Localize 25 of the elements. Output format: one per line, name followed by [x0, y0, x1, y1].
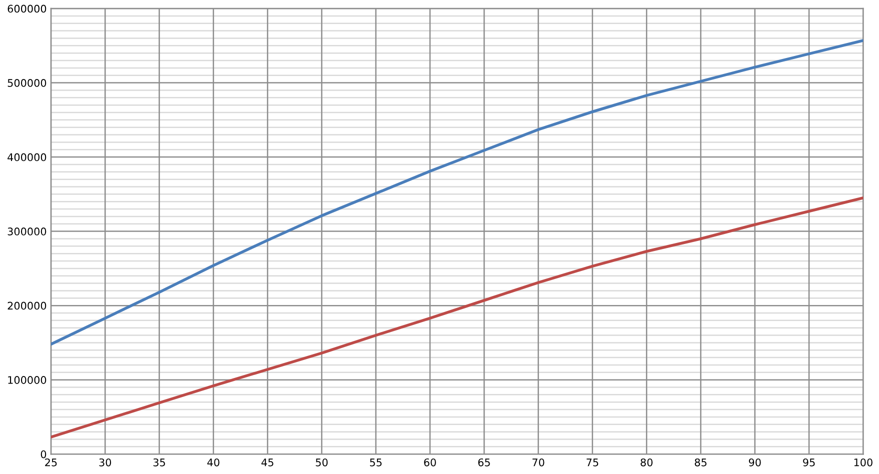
- x-tick-label: 60: [424, 458, 436, 466]
- x-tick-label: 85: [694, 458, 706, 466]
- x-tick-label: 55: [370, 458, 382, 466]
- x-tick-label: 65: [478, 458, 490, 466]
- x-tick-label: 25: [45, 458, 57, 466]
- line-series: [50, 196, 864, 438]
- x-tick-label: 30: [99, 458, 112, 466]
- y-tick-label: 200000: [8, 302, 46, 310]
- line-series: [50, 39, 864, 346]
- y-tick-label: 0: [40, 450, 46, 458]
- x-tick-label: 50: [316, 458, 328, 466]
- y-tick-label: 300000: [8, 228, 46, 236]
- x-tick-label: 95: [803, 458, 815, 466]
- y-tick-label: 600000: [8, 4, 46, 13]
- x-tick-label: 35: [153, 458, 165, 466]
- x-tick-label: 75: [586, 458, 598, 466]
- x-tick-label: 80: [640, 458, 653, 466]
- y-tick-label: 100000: [8, 376, 46, 384]
- x-tick-label: 90: [748, 458, 761, 466]
- x-tick-label: 70: [532, 458, 544, 466]
- x-tick-label: 45: [261, 458, 274, 466]
- y-tick-label: 500000: [8, 79, 46, 87]
- x-tick-label: 100: [854, 458, 872, 466]
- x-tick-label: 40: [207, 458, 220, 466]
- y-tick-label: 400000: [8, 153, 46, 162]
